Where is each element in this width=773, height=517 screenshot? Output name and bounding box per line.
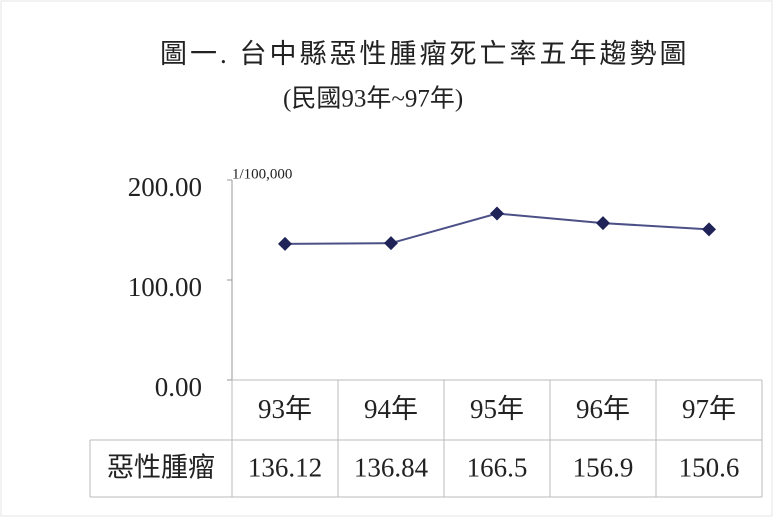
chart-title: 圖一. 台中縣惡性腫瘤死亡率五年趨勢圖 [160,39,690,69]
y-tick-label: 0.00 [155,372,202,402]
data-value: 156.9 [573,453,634,483]
data-value: 136.84 [354,453,429,483]
y-tick-label: 100.00 [128,272,202,302]
y-tick-label: 200.00 [128,172,202,202]
marker [702,222,716,237]
x-tick-label: 96年 [576,394,630,424]
x-tick-label: 97年 [682,394,736,424]
marker [490,206,504,221]
data-value: 136.12 [248,453,322,483]
row-label: 惡性腫瘤 [107,453,215,483]
x-tick-label: 93年 [258,394,312,424]
y-axis-label: 1/100,000 [232,166,292,182]
marker [278,236,292,251]
data-value: 166.5 [467,453,528,483]
marker [596,216,610,231]
marker [384,236,398,251]
data-value: 150.6 [679,453,740,483]
x-tick-label: 94年 [364,394,418,424]
chart-subtitle: (民國93年~97年) [283,85,463,113]
x-tick-label: 95年 [470,394,524,424]
